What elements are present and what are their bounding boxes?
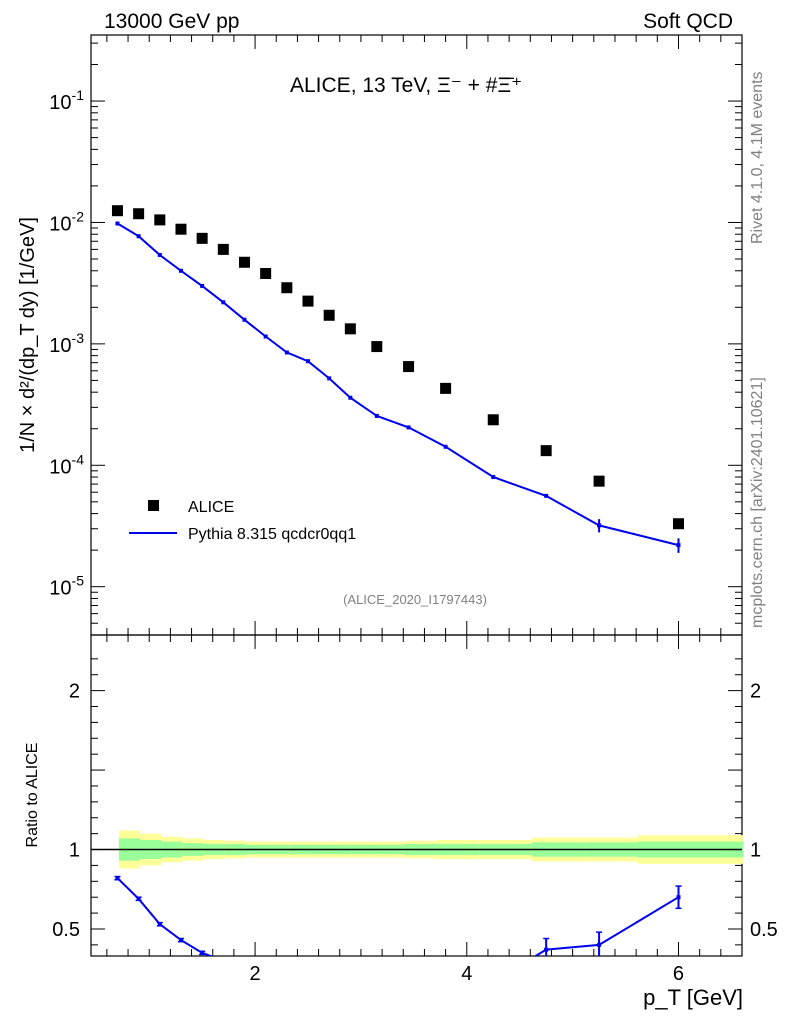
ratio-series-line [116, 877, 214, 956]
pythia-point [157, 252, 162, 257]
ratio-point [200, 950, 205, 955]
pythia-point [327, 376, 332, 381]
alice-data-point [154, 214, 166, 226]
alice-data-point [133, 208, 145, 220]
ratio-axis-ticks: 0.5 0.5 1 1 2 2 2 4 6 [52, 635, 778, 985]
pythia-point [597, 523, 602, 528]
ratio-y-axis-label: Ratio to ALICE [24, 743, 41, 848]
plot-title: ALICE, 13 TeV, Ξ⁻ + #Ξ̄⁺ [290, 74, 522, 97]
alice-data-point [371, 341, 383, 353]
main-plot-frame [90, 34, 743, 636]
pythia-point [263, 334, 268, 339]
x-axis-label: p_T [GeV] [643, 985, 743, 1010]
ratio-point [115, 876, 120, 881]
alice-data-point [344, 323, 356, 335]
alice-data-point [672, 518, 684, 530]
ratio-clipped-group [114, 875, 682, 963]
ratio-y-tick-label-right: 0.5 [750, 919, 778, 941]
alice-data-point [111, 205, 123, 217]
alice-data-point [260, 267, 272, 279]
alice-data-point [593, 475, 605, 487]
pythia-point [200, 283, 205, 288]
main-y-axis-label: 1/N × d²/(dp_T dy) [1/GeV] [17, 217, 39, 453]
alice-data-point [302, 295, 314, 307]
pythia-point [284, 350, 289, 355]
main-axis-ticks: 10-5 10-4 10-3 10-2 10-1 [49, 35, 742, 636]
analysis-label: (ALICE_2020_I1797443) [343, 592, 487, 607]
legend-alice-marker [148, 500, 159, 511]
ratio-uncertainty-bands [91, 830, 744, 869]
ratio-point [221, 959, 225, 963]
main-y-tick-label: 10-3 [49, 330, 84, 357]
alice-data-point [323, 309, 335, 321]
ratio-y-tick-label-left: 0.5 [52, 919, 80, 941]
ratio-point [136, 896, 141, 901]
pythia-point [491, 475, 496, 480]
pythia-point [348, 395, 353, 400]
pythia-point [374, 413, 379, 418]
main-y-tick-label: 10-5 [49, 573, 84, 600]
x-tick-label: 2 [250, 963, 261, 985]
alice-data-point [440, 382, 452, 394]
mcplots-label: mcplots.cern.ch [arXiv:2401.10621] [749, 377, 766, 628]
ratio-series-line [546, 896, 680, 951]
pythia-point [544, 493, 549, 498]
alice-data-point [540, 445, 552, 457]
pythia-point [242, 317, 247, 322]
main-y-tick-label: 10-2 [49, 208, 84, 235]
pythia-point [136, 234, 141, 239]
alice-data-point [403, 361, 415, 373]
x-tick-label: 4 [461, 963, 472, 985]
pythia-point [115, 221, 120, 226]
main-data-marks [111, 205, 684, 553]
ratio-y-tick-label-left: 1 [69, 840, 80, 862]
ratio-y-tick-label-right: 1 [750, 840, 761, 862]
alice-data-point [175, 223, 187, 235]
legend-pythia-label: Pythia 8.315 qcdcr0qq1 [188, 526, 356, 543]
alice-data-point [487, 414, 499, 426]
ratio-plot-frame [90, 634, 743, 957]
header-right: Soft QCD [643, 10, 733, 33]
main-y-tick-label: 10-1 [49, 87, 84, 114]
ratio-point [178, 938, 183, 943]
pythia-point [221, 300, 226, 305]
main-y-tick-label: 10-4 [49, 451, 84, 478]
pythia-series-line [116, 222, 679, 547]
legend-alice-label: ALICE [188, 499, 234, 516]
pythia-point [406, 425, 411, 430]
rivet-version-label: Rivet 4.1.0, 4.1M events [749, 71, 766, 244]
pythia-point [306, 359, 310, 364]
ratio-point [157, 922, 162, 927]
ratio-point [597, 942, 602, 947]
pythia-point [443, 444, 448, 449]
ratio-point [676, 895, 681, 900]
x-tick-label: 6 [673, 963, 684, 985]
alice-data-point [217, 243, 229, 255]
alice-data-point [238, 256, 250, 268]
pythia-point [676, 543, 681, 548]
header-left: 13000 GeV pp [104, 10, 239, 33]
ratio-y-tick-label-left: 2 [69, 681, 80, 703]
alice-data-point [281, 282, 293, 294]
ratio-y-tick-label-right: 2 [750, 681, 761, 703]
ratio-point [544, 947, 549, 952]
alice-data-point [196, 232, 208, 244]
ratio-data-marks [114, 875, 682, 963]
pythia-point [178, 268, 183, 273]
